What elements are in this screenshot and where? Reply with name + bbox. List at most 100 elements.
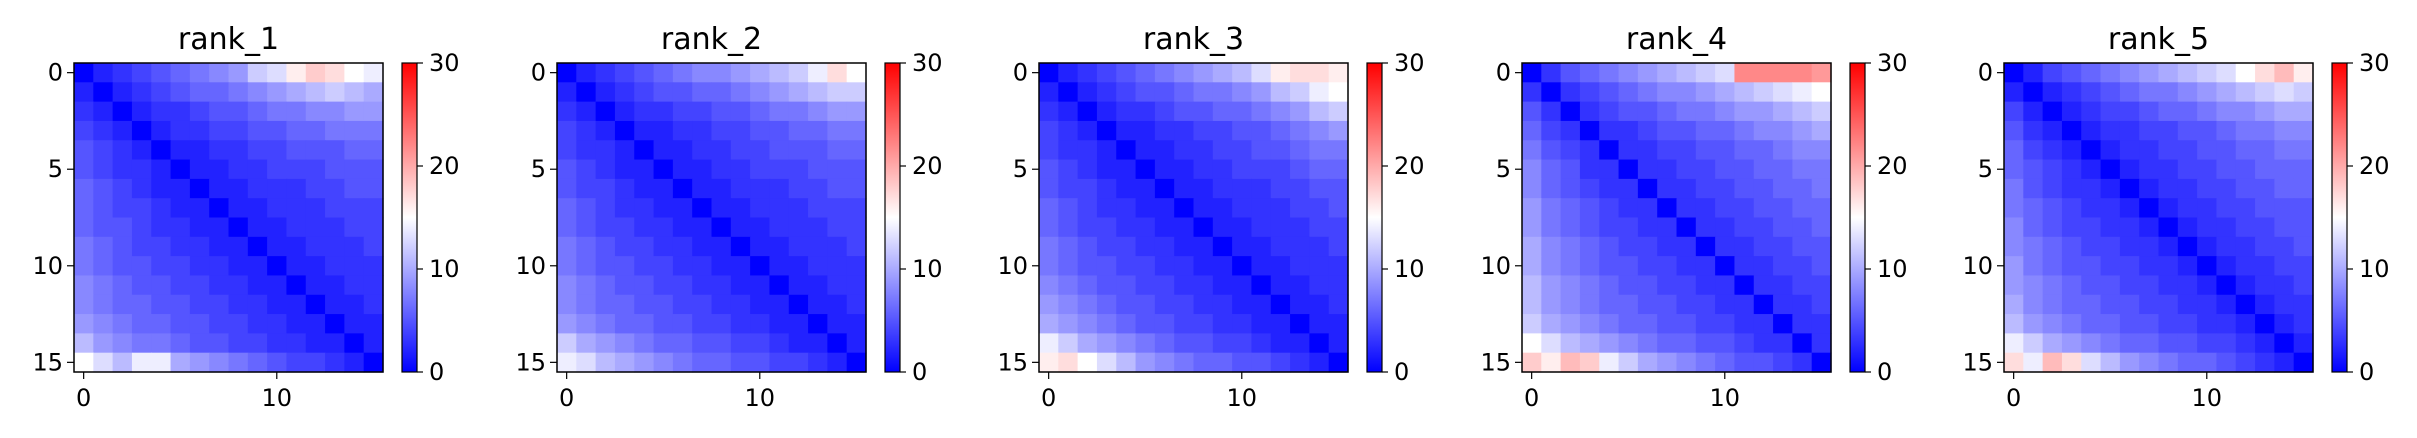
- heatmap-cell: [1135, 82, 1156, 103]
- y-tick-label: 15: [1480, 348, 1511, 376]
- heatmap-cell: [1135, 101, 1156, 122]
- heatmap-cell: [1193, 140, 1214, 161]
- heatmap-cell: [672, 63, 693, 83]
- heatmap-cell: [1174, 333, 1195, 354]
- heatmap-cell: [1599, 198, 1620, 219]
- heatmap-cell: [344, 333, 365, 354]
- heatmap-cell: [2177, 120, 2198, 141]
- heatmap-cell: [112, 236, 133, 257]
- heatmap-cell: [1193, 352, 1214, 373]
- heatmap-cell: [2197, 294, 2218, 315]
- heatmap-cell: [2177, 178, 2198, 199]
- heatmap-cell: [2235, 236, 2256, 257]
- heatmap-cell: [1734, 198, 1755, 219]
- heatmap-cell: [363, 159, 384, 180]
- colorbar-tick-label: 20: [912, 152, 943, 180]
- heatmap-cell: [2100, 314, 2121, 334]
- colorbar-tick-label: 30: [2359, 49, 2390, 77]
- heatmap-cell: [363, 314, 384, 334]
- heatmap-cell: [189, 178, 210, 199]
- heatmap-cell: [2139, 333, 2160, 354]
- heatmap-cell: [2177, 333, 2198, 354]
- heatmap-cell: [1290, 178, 1310, 199]
- heatmap-cell: [557, 159, 577, 180]
- heatmap-cell: [1212, 352, 1233, 373]
- heatmap-cell: [1676, 333, 1697, 354]
- heatmap-cell: [614, 275, 635, 296]
- heatmap-cell: [1676, 198, 1697, 219]
- heatmap-cell: [170, 120, 191, 141]
- heatmap-cell: [93, 101, 114, 122]
- heatmap-cell: [2139, 217, 2160, 238]
- heatmap-cell: [1753, 333, 1774, 354]
- heatmap-cell: [2119, 294, 2140, 315]
- heatmap-cell: [1328, 256, 1349, 277]
- heatmap-cell: [1560, 101, 1581, 122]
- heatmap-cell: [267, 198, 288, 219]
- heatmap-cell: [1753, 82, 1774, 103]
- heatmap-cell: [2042, 333, 2063, 354]
- heatmap-cell: [595, 178, 616, 199]
- heatmap-cell: [2293, 217, 2314, 238]
- heatmap-cell: [1541, 178, 1562, 199]
- heatmap-cell: [1058, 333, 1079, 354]
- heatmap-cell: [1212, 101, 1233, 122]
- heatmap-cell: [112, 63, 133, 83]
- heatmap-cell: [2139, 63, 2160, 83]
- heatmap-cell: [2042, 236, 2063, 257]
- heatmap-cell: [1058, 198, 1079, 219]
- heatmap-cell: [769, 275, 790, 296]
- heatmap-cell: [1618, 178, 1639, 199]
- heatmap-cell: [1734, 294, 1755, 315]
- heatmap-cell: [769, 159, 790, 180]
- heatmap-cell: [2235, 140, 2256, 161]
- heatmap-cell: [769, 63, 790, 83]
- heatmap-cell: [614, 333, 635, 354]
- colorbar-tick-label: 0: [912, 358, 927, 386]
- heatmap-cell: [305, 120, 326, 141]
- heatmap-cell: [1251, 275, 1272, 296]
- heatmap-cell: [2100, 140, 2121, 161]
- heatmap-cell: [750, 101, 771, 122]
- heatmap-cell: [576, 236, 597, 257]
- heatmap-cell: [653, 198, 674, 219]
- heatmap-cell: [730, 352, 751, 373]
- heatmap-cell: [730, 294, 751, 315]
- heatmap-cell: [228, 198, 249, 219]
- heatmap-cell: [1599, 82, 1620, 103]
- heatmap-cell: [1676, 294, 1697, 315]
- heatmap-cell: [2119, 352, 2140, 373]
- heatmap-cell: [1154, 140, 1175, 161]
- heatmap-cell: [247, 275, 268, 296]
- heatmap-cell: [653, 352, 674, 373]
- heatmap-cell: [2081, 140, 2102, 161]
- x-tick-label: 10: [1227, 384, 1258, 412]
- heatmap-cell: [557, 314, 577, 334]
- heatmap-cell: [2004, 236, 2024, 257]
- heatmap-cell: [1039, 217, 1059, 238]
- heatmap-cell: [2274, 82, 2295, 103]
- heatmap-cell: [170, 159, 191, 180]
- heatmap-cell: [170, 236, 191, 257]
- colorbar: [1366, 62, 1383, 373]
- heatmap-cell: [2255, 178, 2275, 199]
- heatmap-cell: [131, 178, 152, 199]
- heatmap-cell: [557, 140, 577, 161]
- heatmap-cell: [1792, 63, 1813, 83]
- heatmap-cell: [209, 63, 230, 83]
- heatmap-cell: [1599, 294, 1620, 315]
- heatmap-cell: [1560, 120, 1581, 141]
- x-tick-label: 10: [262, 384, 293, 412]
- heatmap-cell: [2023, 314, 2044, 334]
- heatmap-cell: [1212, 159, 1233, 180]
- heatmap-cell: [653, 82, 674, 103]
- heatmap-cell: [1753, 314, 1774, 334]
- heatmap-cell: [2023, 159, 2044, 180]
- heatmap-cell: [305, 198, 326, 219]
- heatmap-cell: [1792, 256, 1813, 277]
- heatmap-cell: [711, 314, 732, 334]
- heatmap-cell: [1212, 294, 1233, 315]
- heatmap-cell: [1154, 120, 1175, 141]
- heatmap-cell: [808, 294, 828, 315]
- heatmap-cell: [305, 217, 326, 238]
